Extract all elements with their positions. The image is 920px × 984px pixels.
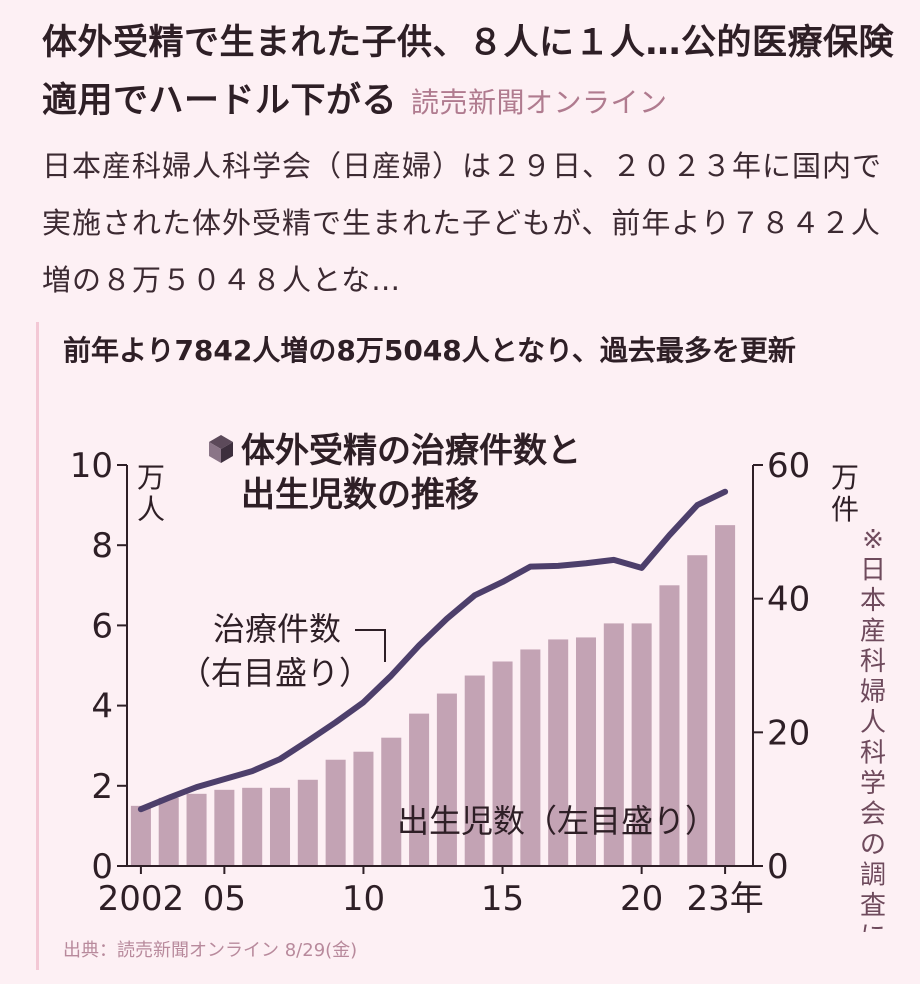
x-tick-label-2015: 15 <box>481 879 524 919</box>
bar-series-label: 出生児数（左目盛り） <box>397 802 717 840</box>
cube-icon-left <box>209 442 221 463</box>
left-axis-label-char: 人 <box>137 493 165 526</box>
bar-2018 <box>575 637 597 866</box>
survey-note-char: 査 <box>860 891 886 921</box>
cube-icon <box>209 435 233 463</box>
survey-note-char: 会 <box>860 800 886 830</box>
survey-note-char: に <box>860 922 886 933</box>
survey-note-char: 調 <box>860 861 886 891</box>
survey-note-char: 婦 <box>860 678 886 708</box>
bar-2016 <box>520 649 541 866</box>
article-source: 読売新聞オンライン <box>411 86 668 119</box>
left-axis-label-char: 万 <box>137 461 165 494</box>
x-tick-label-2002: 2002 <box>98 879 185 919</box>
survey-note-char: 科 <box>860 647 886 677</box>
bar-2013 <box>436 693 457 866</box>
x-tick-label-2020: 20 <box>620 879 663 919</box>
right-tick-label: 20 <box>767 713 810 753</box>
right-axis-label-char: 万 <box>831 461 859 494</box>
article-title-text: 体外受精で生まれた子供、８人に１人…公的医療保険適用でハードル下がる <box>42 23 895 121</box>
survey-note-char: ※ <box>862 525 884 555</box>
survey-note-char: 日 <box>860 556 886 586</box>
right-tick-label: 60 <box>767 446 810 486</box>
left-tick-label: 10 <box>70 446 113 486</box>
chart-heading: 前年より7842人増の8万5048人となり、過去最多を更新 <box>63 334 796 367</box>
left-tick-label: 2 <box>91 767 113 807</box>
bar-2003 <box>158 797 179 866</box>
article-title[interactable]: 体外受精で生まれた子供、８人に１人…公的医療保険適用でハードル下がる 読売新聞オン… <box>42 14 902 132</box>
survey-note: ※日本産科婦人科学会の調査による <box>860 525 886 932</box>
survey-note-char: 科 <box>860 739 886 769</box>
survey-note-char: の <box>860 830 886 860</box>
x-tick-label-2010: 10 <box>342 879 385 919</box>
bar-2023 <box>715 525 736 866</box>
survey-note-char: 産 <box>860 617 886 647</box>
bar-2005 <box>214 789 235 866</box>
left-tick-label: 6 <box>91 606 113 646</box>
right-axis-label: 万件 <box>831 461 859 526</box>
bar-2021 <box>659 585 680 866</box>
right-tick-label: 0 <box>767 847 789 887</box>
bar-2014 <box>464 675 485 866</box>
bar-2012 <box>409 713 430 866</box>
left-tick-label: 4 <box>91 687 113 727</box>
survey-note-char: 人 <box>860 708 886 738</box>
bar-2019 <box>603 623 624 866</box>
x-tick-label-2023: 23年 <box>686 879 763 919</box>
left-tick-label: 0 <box>91 847 113 887</box>
bar-2002 <box>130 805 151 866</box>
left-tick-label: 8 <box>91 526 113 566</box>
bar-2017 <box>548 639 569 866</box>
left-axis-label: 万人 <box>137 461 165 526</box>
survey-note-char: 本 <box>860 586 886 616</box>
survey-note-char: 学 <box>860 769 886 799</box>
chart-title-line-2: 出生児数の推移 <box>241 475 479 515</box>
bar-2007 <box>269 787 291 866</box>
treatment-line <box>137 488 729 813</box>
bar-2011 <box>381 737 402 866</box>
right-axis-label-char: 件 <box>831 493 859 526</box>
line-series-leader <box>355 629 386 662</box>
x-tick-label-2005: 05 <box>203 879 246 919</box>
bar-2010 <box>353 751 374 866</box>
article-lead: 日本産科婦人科学会（日産婦）は２９日、２０２３年に国内で実施された体外受精で生ま… <box>42 149 883 297</box>
cube-icon-right <box>221 442 233 463</box>
line-series-axis-note: （右目盛り） <box>179 654 371 692</box>
bar-2009 <box>325 759 346 866</box>
right-tick-label: 40 <box>767 580 810 620</box>
bar-2015 <box>492 661 513 866</box>
bar-2004 <box>186 793 207 866</box>
bar-2006 <box>242 787 263 866</box>
chart-title-line-1: 体外受精の治療件数と <box>241 431 581 471</box>
bar-2020 <box>631 623 652 866</box>
line-series-label: 治療件数 <box>213 610 341 648</box>
chart-credit: 出典：読売新聞オンライン 8/29(金) <box>63 940 358 961</box>
bar-2008 <box>297 779 318 866</box>
bar-2022 <box>687 555 708 866</box>
chart-card: 前年より7842人増の8万5048人となり、過去最多を更新 0 2 4 6 8 10 万人 0… <box>36 322 889 970</box>
